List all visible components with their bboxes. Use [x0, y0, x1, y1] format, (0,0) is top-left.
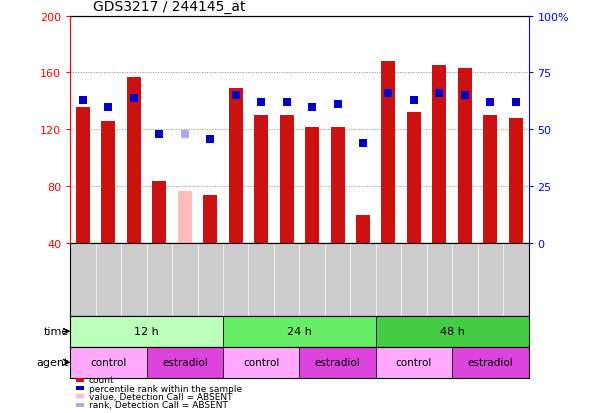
- Bar: [280, 116, 294, 244]
- Text: rank, Detection Call = ABSENT: rank, Detection Call = ABSENT: [89, 400, 227, 409]
- Bar: [483, 116, 497, 244]
- Text: control: control: [243, 357, 279, 368]
- Bar: [70, 316, 223, 347]
- Bar: [376, 347, 452, 378]
- Bar: [127, 78, 141, 244]
- Bar: [433, 66, 447, 244]
- Bar: [76, 107, 90, 244]
- Bar: [70, 347, 147, 378]
- Text: GDS3217 / 244145_at: GDS3217 / 244145_at: [93, 0, 246, 14]
- Bar: [152, 181, 166, 244]
- Bar: [254, 116, 268, 244]
- Text: estradiol: estradiol: [467, 357, 513, 368]
- Bar: [223, 347, 299, 378]
- Bar: [229, 89, 243, 244]
- Bar: [203, 195, 218, 244]
- Bar: [331, 127, 345, 244]
- Text: agent: agent: [37, 357, 69, 368]
- Text: control: control: [90, 357, 126, 368]
- Bar: [458, 69, 472, 244]
- Bar: [299, 347, 376, 378]
- Text: estradiol: estradiol: [315, 357, 360, 368]
- Point: [129, 95, 139, 102]
- Bar: [376, 316, 529, 347]
- Point: [231, 93, 241, 100]
- Point: [511, 100, 521, 106]
- Text: time: time: [44, 326, 69, 337]
- Text: percentile rank within the sample: percentile rank within the sample: [89, 384, 242, 393]
- Text: value, Detection Call = ABSENT: value, Detection Call = ABSENT: [89, 392, 232, 401]
- Point: [332, 102, 342, 109]
- Point: [257, 100, 266, 106]
- Point: [205, 136, 215, 142]
- Point: [155, 131, 164, 138]
- Bar: [178, 191, 192, 244]
- Point: [78, 97, 88, 104]
- Bar: [381, 62, 395, 244]
- Point: [104, 104, 114, 111]
- Point: [409, 97, 419, 104]
- Bar: [223, 316, 376, 347]
- Text: estradiol: estradiol: [162, 357, 208, 368]
- Text: 12 h: 12 h: [134, 326, 159, 337]
- Bar: [407, 113, 421, 244]
- Text: control: control: [396, 357, 432, 368]
- Point: [384, 90, 393, 97]
- Bar: [101, 121, 115, 244]
- Bar: [305, 127, 319, 244]
- Bar: [147, 347, 223, 378]
- Point: [485, 100, 495, 106]
- Bar: [356, 215, 370, 244]
- Point: [460, 93, 470, 100]
- Point: [282, 100, 291, 106]
- Text: count: count: [89, 375, 114, 385]
- Text: 48 h: 48 h: [440, 326, 464, 337]
- Point: [307, 104, 317, 111]
- Point: [358, 140, 368, 147]
- Bar: [509, 119, 523, 244]
- Bar: [452, 347, 529, 378]
- Point: [180, 131, 189, 138]
- Text: 24 h: 24 h: [287, 326, 312, 337]
- Point: [434, 90, 444, 97]
